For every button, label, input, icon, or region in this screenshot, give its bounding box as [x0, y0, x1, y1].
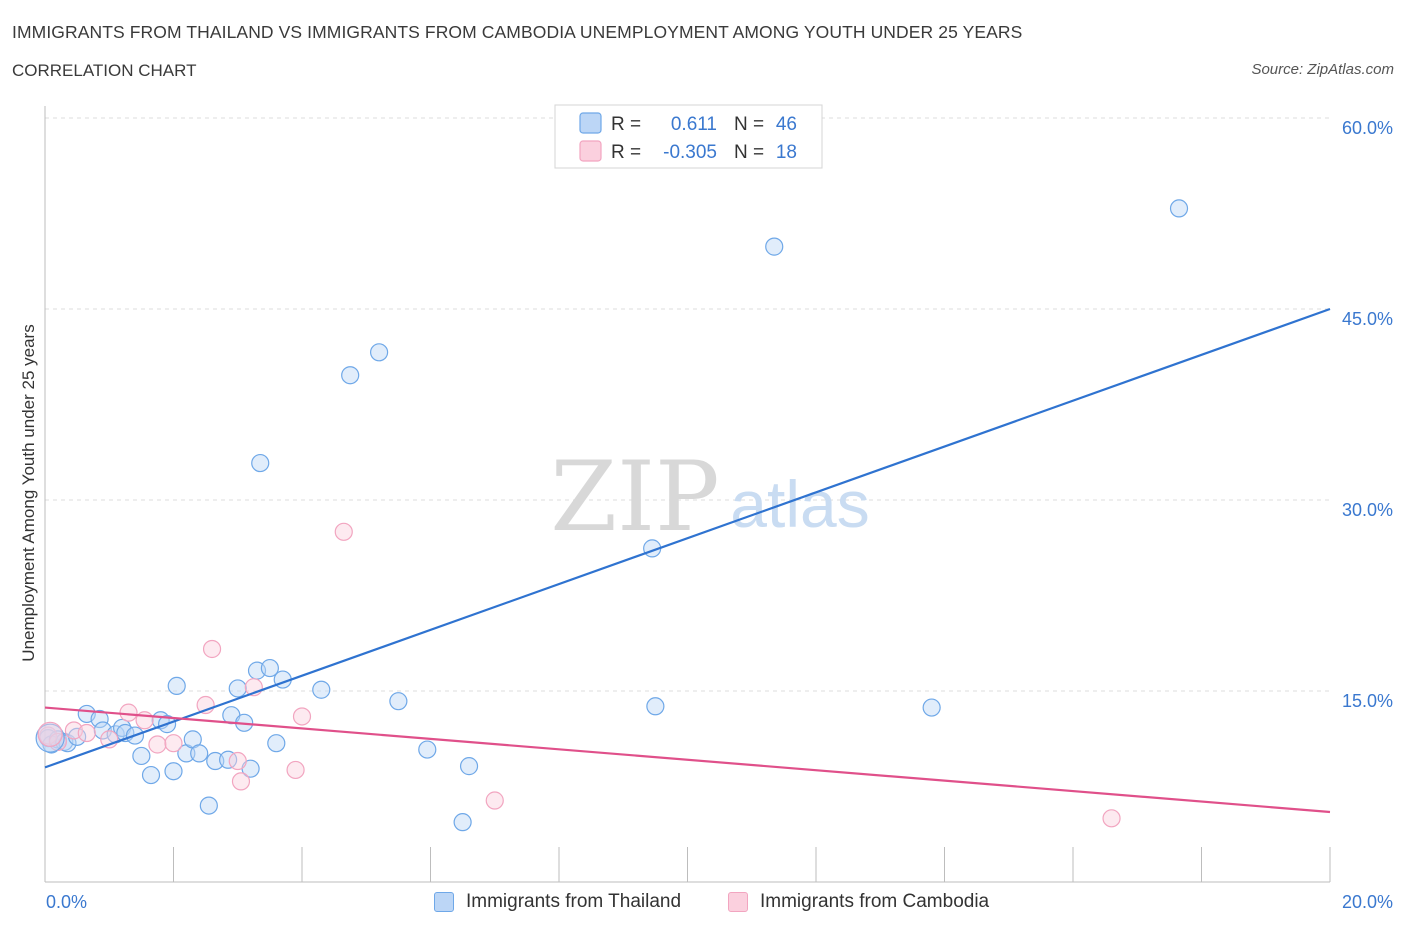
- data-point-thailand: [765, 237, 784, 256]
- data-point-thailand: [1169, 199, 1189, 218]
- data-point-cambodia: [334, 522, 353, 541]
- trend-line-cambodia: [44, 706, 1331, 814]
- stats-n-label-cambodia: N =: [734, 142, 764, 163]
- watermark-zip: ZIP: [550, 441, 719, 553]
- data-point-cambodia: [228, 751, 247, 771]
- data-point-cambodia: [202, 639, 222, 659]
- chart-title: IMMIGRANTS FROM THAILAND VS IMMIGRANTS F…: [12, 22, 1023, 42]
- legend-item-thailand: Immigrants from Thailand: [434, 890, 681, 914]
- trend-line-thailand: [44, 307, 1331, 769]
- y-tick-label: 60.0%: [1342, 118, 1393, 138]
- watermark-atlas: atlas: [730, 467, 869, 541]
- data-point-thailand: [206, 751, 225, 771]
- data-point-thailand: [35, 723, 65, 753]
- data-point-thailand: [312, 680, 331, 699]
- data-point-cambodia: [77, 723, 96, 743]
- stats-n-value-thailand: 46: [776, 114, 797, 135]
- legend-swatch-thailand: [434, 892, 454, 912]
- data-point-thailand: [90, 709, 109, 729]
- stats-n-label-thailand: N =: [734, 114, 764, 135]
- axes: 15.0% 30.0% 45.0% 60.0% 0.0% 20.0%: [44, 106, 1393, 912]
- data-point-cambodia: [164, 734, 183, 753]
- y-axis-label: Unemployment Among Youth under 25 years: [19, 324, 38, 661]
- x-tick-label: 20.0%: [1342, 892, 1393, 912]
- data-point-cambodia: [119, 703, 138, 722]
- watermark: ZIP atlas: [550, 441, 869, 553]
- data-point-cambodia: [231, 772, 251, 791]
- stats-r-label-cambodia: R =: [611, 142, 641, 163]
- data-point-thailand: [459, 757, 479, 776]
- data-point-thailand: [132, 746, 151, 766]
- data-point-thailand: [389, 692, 408, 711]
- data-point-cambodia: [485, 791, 504, 810]
- stats-r-label-thailand: R =: [611, 114, 641, 135]
- data-point-thailand: [418, 740, 437, 759]
- data-point-cambodia: [292, 707, 312, 726]
- data-point-cambodia: [286, 760, 305, 780]
- legend-label-cambodia: Immigrants from Cambodia: [760, 891, 990, 912]
- data-point-thailand: [922, 698, 941, 717]
- y-tick-label: 45.0%: [1342, 309, 1393, 329]
- data-points: [35, 199, 1189, 832]
- stats-r-value-cambodia: -0.305: [663, 142, 717, 163]
- data-point-thailand: [199, 796, 218, 815]
- y-tick-label: 15.0%: [1342, 691, 1393, 711]
- data-point-thailand: [190, 744, 209, 763]
- data-point-thailand: [646, 697, 665, 716]
- trend-lines: [44, 307, 1331, 814]
- data-point-thailand: [164, 762, 183, 781]
- stats-swatch-thailand: [579, 112, 602, 134]
- stats-n-value-cambodia: 18: [776, 142, 797, 163]
- legend-label-thailand: Immigrants from Thailand: [466, 891, 682, 912]
- data-point-cambodia: [148, 735, 167, 754]
- stats-r-value-thailand: 0.611: [671, 114, 717, 135]
- x-tick-label: 0.0%: [46, 892, 87, 912]
- y-tick-label: 30.0%: [1342, 500, 1393, 520]
- data-point-cambodia: [37, 721, 63, 747]
- data-point-thailand: [251, 453, 270, 473]
- data-point-thailand: [267, 734, 286, 753]
- data-point-thailand: [370, 343, 389, 362]
- data-point-thailand: [341, 366, 360, 385]
- data-point-thailand: [219, 750, 238, 769]
- chart-subtitle: CORRELATION CHART: [12, 61, 197, 80]
- stats-swatch-cambodia: [579, 140, 602, 162]
- source-credit: Source: ZipAtlas.com: [1251, 61, 1394, 78]
- legend-item-cambodia: Immigrants from Cambodia: [728, 890, 989, 914]
- data-point-thailand: [453, 813, 472, 832]
- data-point-cambodia: [1102, 809, 1121, 828]
- data-point-thailand: [167, 676, 186, 696]
- stats-legend: R = 0.611 N = 46 R = -0.305 N = 18: [554, 104, 823, 169]
- grid-lines: [45, 117, 1330, 692]
- legend-swatch-cambodia: [728, 892, 748, 912]
- data-point-thailand: [228, 679, 247, 698]
- data-point-thailand: [260, 658, 279, 678]
- data-point-thailand: [141, 765, 161, 785]
